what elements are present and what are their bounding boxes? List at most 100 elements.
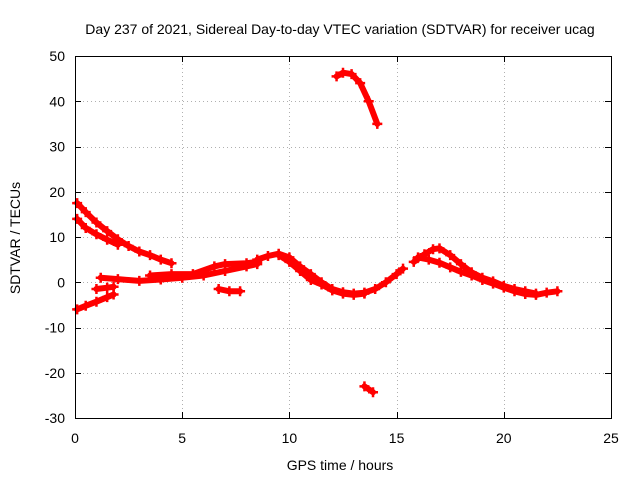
grid	[75, 56, 611, 418]
data-point	[372, 118, 383, 129]
data-point	[498, 282, 509, 293]
data-point	[398, 263, 409, 274]
y-tick-labels: -30 -20 -10 0 10 20 30 40 50	[45, 48, 65, 426]
plot-frame	[75, 56, 612, 419]
series-line	[410, 245, 539, 297]
data-point	[284, 256, 295, 267]
x-tick-label: 25	[603, 430, 619, 446]
chart-title: Day 237 of 2021, Sidereal Day-to-day VTE…	[85, 21, 594, 37]
data-point	[434, 257, 445, 268]
data-point	[391, 269, 402, 280]
data-point	[95, 272, 106, 283]
data-point	[102, 226, 113, 237]
data-point	[145, 270, 156, 281]
data-point	[338, 67, 348, 78]
series-arc-d	[91, 281, 119, 295]
data-point	[134, 275, 145, 286]
data-point	[166, 258, 177, 269]
data-point	[423, 254, 434, 265]
data-point	[123, 241, 134, 252]
data-point	[91, 229, 102, 240]
data-point	[166, 269, 177, 280]
data-point	[434, 243, 445, 254]
data-point	[80, 207, 91, 218]
data-point	[91, 284, 102, 295]
y-tick-label: 20	[49, 184, 65, 200]
data-point	[112, 274, 123, 285]
data-point	[316, 279, 327, 290]
data-point	[295, 265, 306, 276]
y-tick-label: 50	[49, 48, 65, 64]
data-point	[355, 78, 366, 89]
data-point	[520, 289, 531, 300]
data-point	[241, 258, 252, 269]
series-arc-k	[359, 381, 379, 398]
data-point	[112, 239, 123, 250]
data-point	[155, 254, 166, 265]
data-point	[187, 269, 198, 280]
y-tick-label: 0	[57, 274, 65, 290]
series-arc-c	[72, 289, 119, 315]
y-tick-label: -20	[45, 365, 65, 381]
series-arc-m	[413, 252, 563, 300]
series-line	[74, 200, 175, 267]
series-arc-b	[72, 213, 123, 250]
data-point	[80, 300, 91, 311]
x-tick-label: 5	[178, 430, 186, 446]
data-point	[338, 288, 348, 299]
data-point	[213, 284, 224, 295]
data-point	[445, 250, 456, 261]
x-tick-label: 15	[389, 430, 405, 446]
data-point	[346, 69, 357, 80]
y-axis-title: SDTVAR / TECUs	[7, 182, 23, 294]
data-point	[466, 270, 477, 281]
data-point	[134, 246, 145, 257]
data-point	[445, 262, 456, 273]
data-point	[220, 259, 231, 270]
data-point	[91, 217, 102, 228]
data-point	[331, 71, 342, 82]
y-tick-label: -30	[45, 410, 65, 426]
data-point	[380, 277, 391, 288]
x-tick-label: 0	[71, 430, 79, 446]
x-axis-title: GPS time / hours	[287, 457, 394, 473]
data-point	[327, 285, 338, 296]
series-line	[333, 69, 381, 127]
series-arc-a	[72, 198, 177, 269]
x-tick-labels: 0 5 10 15 20 25	[71, 430, 619, 446]
data-point	[273, 250, 284, 261]
data-point	[209, 261, 220, 272]
data-point	[72, 304, 83, 315]
y-tick-label: 40	[49, 93, 65, 109]
data-point	[72, 198, 83, 209]
x-tick-label: 20	[496, 430, 512, 446]
series-arc-j	[331, 67, 383, 129]
data-point	[262, 251, 273, 262]
data-point	[455, 266, 466, 277]
x-tick-label: 10	[282, 430, 298, 446]
data-point	[370, 284, 381, 295]
data-point	[102, 234, 113, 245]
data-point	[91, 296, 102, 307]
data-point	[477, 274, 488, 285]
data-point	[252, 254, 263, 265]
data-point	[541, 287, 552, 298]
data-point	[359, 381, 370, 392]
series-arc-i	[273, 250, 370, 300]
data-point	[368, 387, 379, 398]
data-point	[72, 213, 83, 224]
data-point	[305, 274, 316, 285]
data-point	[488, 278, 499, 289]
data-point	[359, 288, 370, 299]
data-point	[235, 286, 246, 297]
data-point	[80, 222, 91, 233]
data-point	[108, 281, 119, 292]
y-tick-label: -10	[45, 320, 65, 336]
data-point	[509, 286, 520, 297]
data-point	[145, 250, 156, 261]
y-tick-label: 10	[49, 229, 65, 245]
data-point	[530, 289, 541, 300]
data-point	[224, 286, 235, 297]
data-point	[552, 286, 563, 297]
